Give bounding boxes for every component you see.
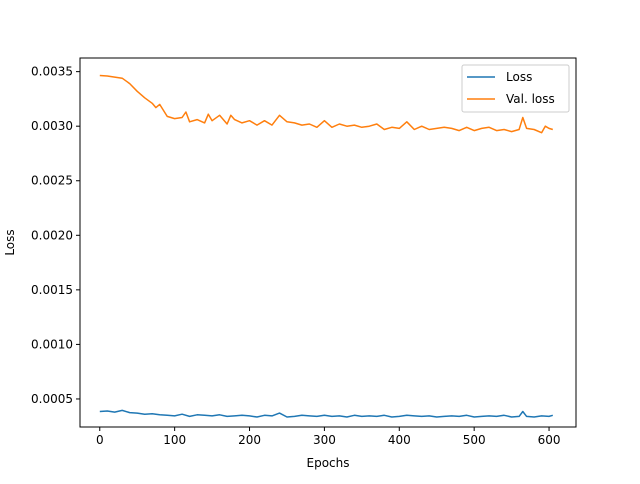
- y-axis-label: Loss: [3, 229, 17, 255]
- legend-label-val-loss: Val. loss: [506, 92, 555, 106]
- x-tick-label: 500: [463, 433, 486, 447]
- x-tick-label: 600: [538, 433, 561, 447]
- series-layer: [99, 74, 554, 418]
- y-tick-label: 0.0030: [31, 119, 73, 133]
- x-tick-label: 0: [96, 433, 104, 447]
- series-line-val-loss: [99, 74, 554, 134]
- x-tick-label: 100: [163, 433, 186, 447]
- x-axis-ticks: 0 100 200 300 400 500 600: [96, 427, 561, 447]
- x-tick-label: 300: [313, 433, 336, 447]
- y-tick-label: 0.0035: [31, 65, 73, 79]
- series-line-loss: [99, 409, 554, 418]
- y-axis-ticks: 0.0005 0.0010 0.0015 0.0020 0.0025 0.0030 0.00…: [31, 65, 80, 406]
- y-tick-label: 0.0005: [31, 392, 73, 406]
- legend-label-loss: Loss: [506, 70, 532, 84]
- y-tick-label: 0.0020: [31, 228, 73, 242]
- y-tick-label: 0.0025: [31, 174, 73, 188]
- x-tick-label: 400: [388, 433, 411, 447]
- x-axis-label: Epochs: [307, 456, 350, 470]
- y-tick-label: 0.0015: [31, 283, 73, 297]
- legend: Loss Val. loss: [461, 64, 570, 113]
- y-tick-label: 0.0010: [31, 337, 73, 351]
- x-tick-label: 200: [238, 433, 261, 447]
- plot-frame: [79, 57, 577, 428]
